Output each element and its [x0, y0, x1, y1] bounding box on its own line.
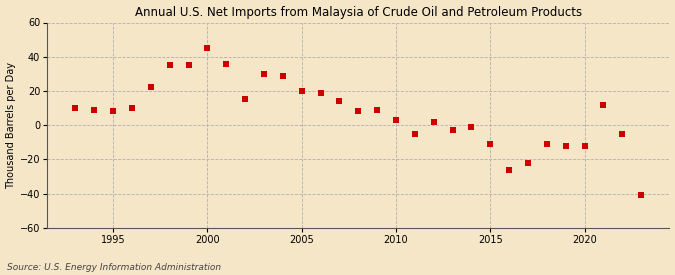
- Point: [259, 72, 269, 76]
- Point: [617, 131, 628, 136]
- Point: [202, 46, 213, 50]
- Y-axis label: Thousand Barrels per Day: Thousand Barrels per Day: [5, 62, 16, 189]
- Point: [636, 193, 647, 197]
- Point: [410, 131, 421, 136]
- Point: [296, 89, 307, 93]
- Point: [504, 167, 514, 172]
- Point: [277, 73, 288, 78]
- Point: [89, 108, 100, 112]
- Point: [108, 109, 119, 114]
- Point: [579, 144, 590, 148]
- Point: [221, 61, 232, 66]
- Point: [448, 128, 458, 133]
- Point: [334, 99, 345, 103]
- Title: Annual U.S. Net Imports from Malaysia of Crude Oil and Petroleum Products: Annual U.S. Net Imports from Malaysia of…: [135, 6, 582, 18]
- Point: [485, 142, 495, 146]
- Text: Source: U.S. Energy Information Administration: Source: U.S. Energy Information Administ…: [7, 263, 221, 272]
- Point: [560, 144, 571, 148]
- Point: [466, 125, 477, 129]
- Point: [598, 102, 609, 107]
- Point: [391, 118, 402, 122]
- Point: [164, 63, 175, 67]
- Point: [522, 161, 533, 165]
- Point: [240, 97, 250, 102]
- Point: [429, 120, 439, 124]
- Point: [541, 142, 552, 146]
- Point: [183, 63, 194, 67]
- Point: [70, 106, 81, 110]
- Point: [353, 109, 364, 114]
- Point: [372, 108, 383, 112]
- Point: [146, 85, 157, 90]
- Point: [315, 90, 326, 95]
- Point: [127, 106, 138, 110]
